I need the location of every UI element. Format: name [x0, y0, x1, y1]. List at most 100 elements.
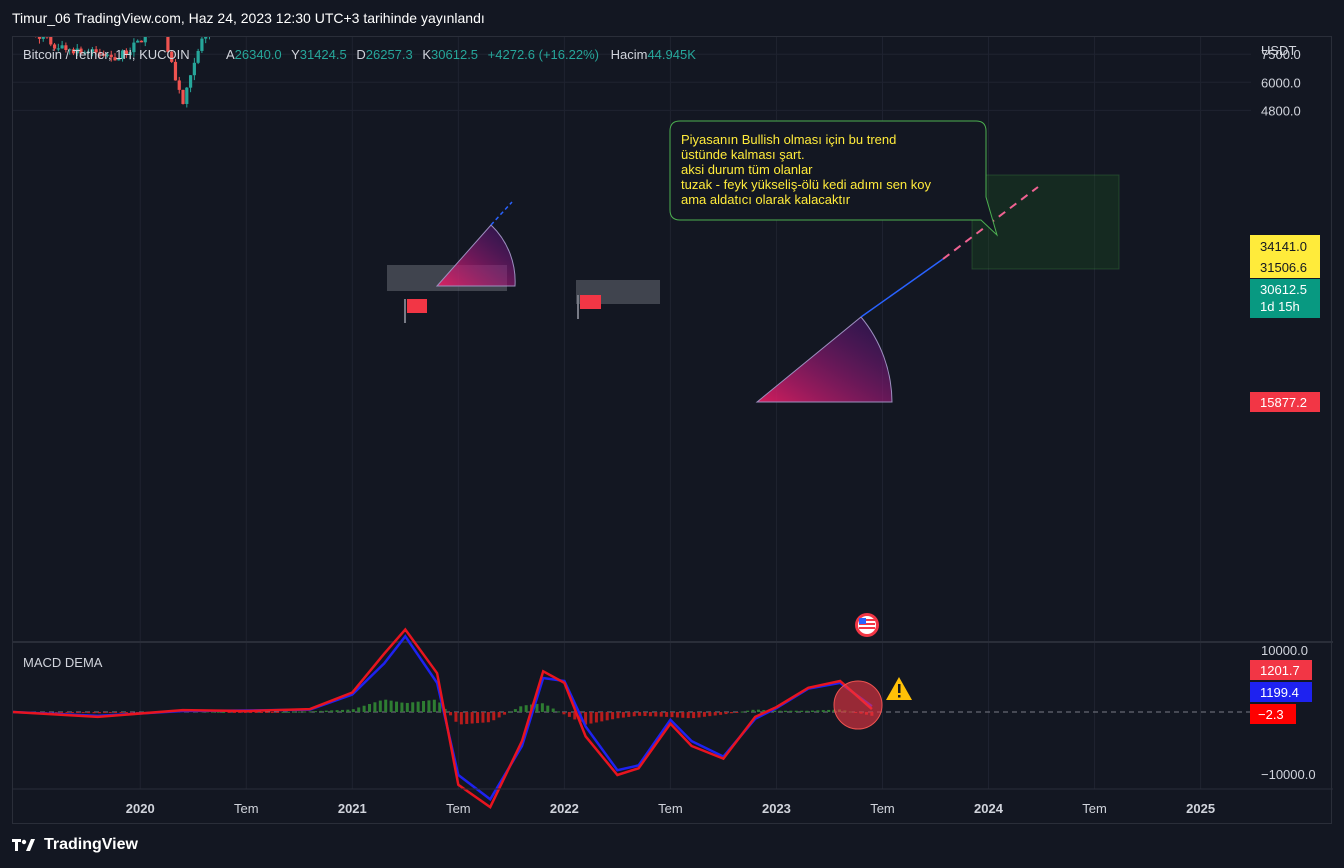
macd-hist-bar — [346, 709, 350, 712]
fan-arc-1 — [435, 224, 516, 287]
red-flag-icon — [404, 299, 427, 323]
high-label: Y — [291, 47, 300, 62]
macd-hist-bar — [697, 712, 701, 718]
macd-axis[interactable]: 10000.0 −10000.0 — [1261, 643, 1316, 782]
candle-body — [41, 36, 45, 39]
candle-body — [136, 40, 140, 43]
candle-body — [200, 38, 204, 51]
macd-hist-bar — [411, 702, 415, 712]
macd-hist-bar — [470, 712, 474, 724]
macd-hist-bar — [449, 712, 453, 716]
macd-hist-bar — [670, 712, 674, 718]
macd-hist-bar — [600, 712, 604, 722]
macd-hist-bar — [594, 712, 598, 723]
macd-hist-bar — [351, 709, 355, 712]
macd-hist-bar — [238, 712, 242, 713]
macd-hist-bar — [821, 710, 825, 712]
candle-body — [170, 51, 174, 62]
macd-hist-bar — [319, 710, 323, 712]
candle-body — [109, 54, 113, 58]
annotation-line-1: Piyasanın Bullish olması için bu trend — [681, 132, 896, 147]
macd-hist-bar — [654, 712, 658, 717]
price-tick-label: 7500.0 — [1261, 47, 1301, 62]
svg-text:−2.3: −2.3 — [1258, 707, 1284, 722]
price-tick-label: 6000.0 — [1261, 75, 1301, 90]
candle-body — [113, 57, 117, 61]
macd-tick-label: 10000.0 — [1261, 643, 1308, 658]
macd-hist-bar — [627, 712, 631, 717]
price-badge-support: 15877.2 — [1250, 392, 1320, 412]
macd-hist-bar — [621, 712, 625, 718]
macd-hist-bar — [476, 712, 480, 724]
close-value: 30612.5 — [431, 47, 478, 62]
candle-body — [177, 80, 181, 90]
macd-hist-bar — [800, 710, 804, 712]
macd-hist-bar — [97, 712, 101, 714]
macd-hist-bar — [508, 711, 512, 713]
svg-text:1199.4: 1199.4 — [1260, 685, 1299, 700]
macd-hist-bar — [254, 712, 258, 713]
svg-text:1201.7: 1201.7 — [1260, 663, 1300, 678]
annotation-line-5: ama aldatıcı olarak kalacaktır — [681, 192, 851, 207]
macd-line — [12, 627, 873, 809]
time-axis[interactable]: 2020 Tem 2021 Tem 2022 Tem 2023 Tem 2024 Tem 2025 — [126, 801, 1215, 816]
time-tick-label: Tem — [870, 801, 895, 816]
macd-hist-bar — [384, 699, 388, 712]
macd-hist-bar — [648, 712, 652, 717]
annotation-callout[interactable]: Piyasanın Bullish olması için bu trend ü… — [669, 120, 998, 237]
macd-hist-bar — [211, 711, 215, 713]
us-flag-icon[interactable] — [855, 613, 879, 637]
macd-hist-bar — [308, 711, 312, 713]
macd-hist-bar — [497, 712, 501, 718]
macd-title: MACD DEMA — [23, 655, 103, 670]
macd-hist-bar — [276, 712, 280, 713]
candle-body — [132, 42, 136, 53]
macd-hist-bar — [735, 712, 739, 713]
change-value: +4272.6 (+16.22%) — [488, 47, 599, 62]
time-tick-label: 2025 — [1186, 801, 1215, 816]
time-tick-label: Tem — [446, 801, 471, 816]
macd-hist-bar — [519, 706, 523, 712]
footer-brand[interactable]: TradingView — [12, 836, 138, 854]
macd-hist-bar — [659, 712, 663, 717]
svg-text:34141.0: 34141.0 — [1260, 239, 1307, 254]
macd-hist-bar — [395, 701, 399, 712]
countdown-text: 1d 15h — [1260, 299, 1300, 314]
price-axis[interactable]: 100000.080000.060000.048000.022000.01200… — [1261, 0, 1315, 118]
macd-hist-bar — [389, 700, 393, 712]
macd-hist-bar — [373, 702, 377, 712]
macd-hist-bar — [60, 712, 64, 713]
macd-hist-bar — [540, 703, 544, 712]
macd-hist-bar — [292, 711, 296, 713]
candle-body — [86, 51, 91, 53]
macd-hist-bar — [616, 712, 620, 719]
macd-hist-bar — [746, 710, 750, 712]
annotation-line-4: tuzak - feyk yükseliş-ölü kedi adımı sen… — [681, 177, 931, 192]
candle-body — [124, 50, 128, 56]
candle-body — [192, 62, 196, 76]
candle-body — [79, 48, 83, 54]
macd-hist-bar — [524, 705, 528, 712]
macd-hist-bar — [362, 705, 366, 712]
macd-hist-bar — [681, 712, 685, 718]
macd-hist-bar — [427, 700, 431, 712]
time-tick-label: 2020 — [126, 801, 155, 816]
price-badge-b1: 34141.0 — [1250, 235, 1320, 257]
candle-body — [105, 54, 110, 56]
macd-hist-bar — [341, 709, 345, 712]
chart-svg: Piyasanın Bullish olması için bu trend ü… — [11, 0, 1333, 816]
macd-hist-bar — [773, 710, 777, 712]
macd-badge-hist: −2.3 — [1250, 704, 1296, 724]
macd-hist-bar — [286, 711, 290, 713]
macd-hist-bar — [481, 712, 485, 723]
macd-hist-bar — [708, 712, 712, 717]
trend-line-1 — [490, 201, 513, 226]
macd-hist-bar — [535, 703, 539, 712]
chart-frame[interactable]: Piyasanın Bullish olması için bu trend ü… — [11, 0, 1333, 824]
svg-text:A26340.0 Y31424.5: A26340.0 Y31424.5 D26257.3 K30612.5 +427… — [226, 47, 696, 62]
open-value: 26340.0 — [235, 47, 282, 62]
macd-hist-bar — [605, 712, 609, 721]
time-tick-label: Tem — [234, 801, 259, 816]
svg-text:15877.2: 15877.2 — [1260, 395, 1307, 410]
macd-hist-bar — [103, 712, 107, 714]
